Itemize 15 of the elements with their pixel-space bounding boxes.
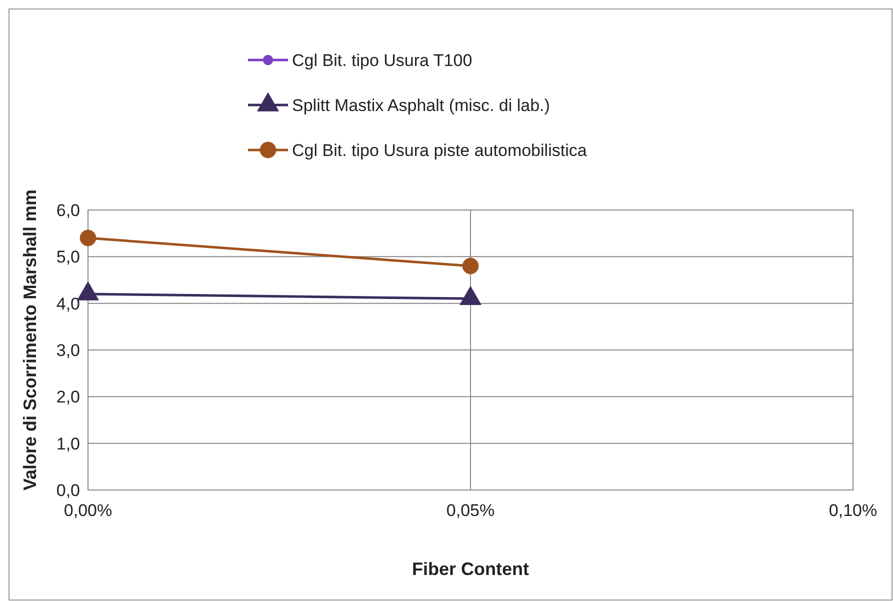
x-axis-title: Fiber Content	[412, 559, 529, 579]
y-tick-label: 6,0	[56, 200, 80, 220]
y-tick-label: 1,0	[56, 434, 80, 454]
y-axis-title: Valore di Scorrimento Marshall mm	[20, 189, 40, 491]
x-tick-label: 0,05%	[446, 501, 495, 520]
legend-label: Cgl Bit. tipo Usura piste automobilistica	[292, 140, 588, 160]
x-tick-label: 0,00%	[64, 501, 112, 520]
legend-label: Splitt Mastix Asphalt (misc. di lab.)	[292, 96, 550, 115]
y-tick-label: 0,0	[56, 480, 80, 500]
x-tick-label: 0,10%	[828, 501, 878, 520]
y-tick-label: 2,0	[56, 388, 80, 407]
y-tick-label: 5,0	[56, 248, 80, 267]
legend-label: Cgl Bit. tipo Usura T100	[292, 50, 472, 70]
y-tick-label: 3,0	[56, 340, 80, 360]
y-tick-label: 4,0	[56, 294, 80, 314]
